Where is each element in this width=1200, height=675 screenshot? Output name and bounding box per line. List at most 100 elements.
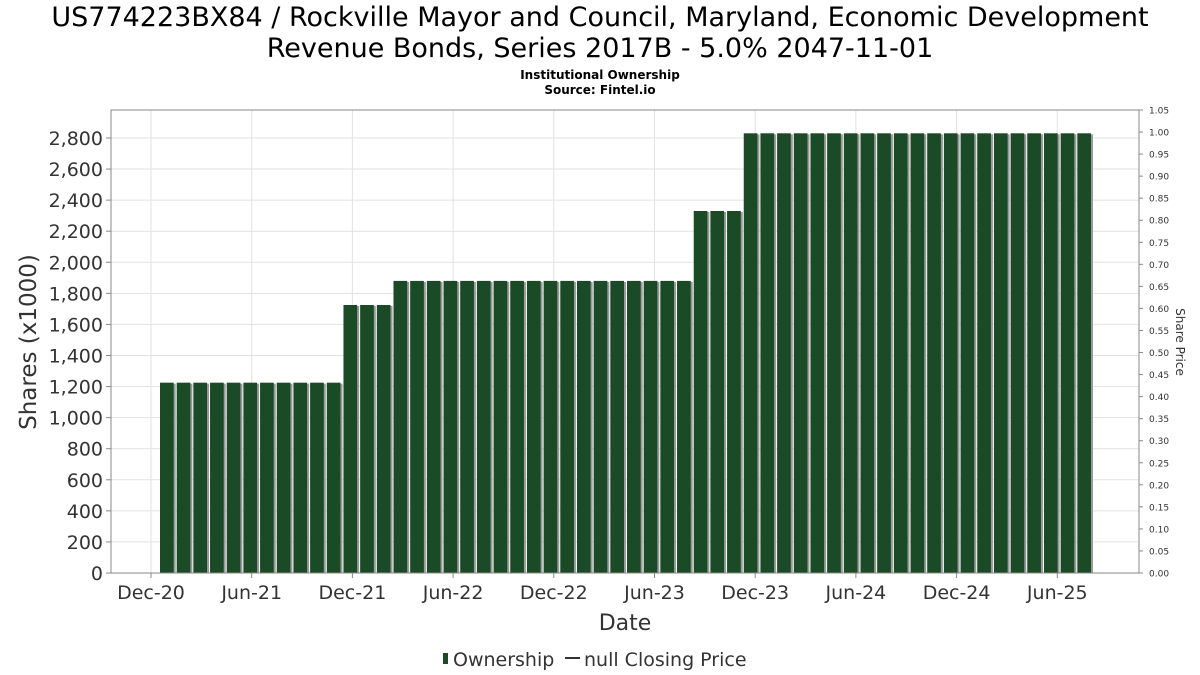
- ownership-bar: [510, 280, 524, 573]
- x-tick-label: Dec-24: [923, 582, 991, 604]
- y2-tick-label: 0.30: [1149, 437, 1169, 447]
- y2-tick-label: 1.05: [1149, 107, 1169, 117]
- ownership-bar: [910, 133, 925, 574]
- ownership-bar: [810, 133, 825, 574]
- ownership-bar: [326, 382, 341, 573]
- y-tick-label: 0: [91, 563, 103, 585]
- y2-tick-label: 0.75: [1149, 239, 1169, 249]
- y-tick-label: 2,800: [49, 128, 103, 150]
- y2-axis-title: Share Price: [1173, 308, 1187, 376]
- x-axis-title: Date: [599, 611, 652, 636]
- y-tick-label: 1,200: [49, 377, 103, 399]
- y-tick-label: 600: [67, 470, 103, 492]
- y-tick-label: 1,400: [49, 345, 103, 367]
- x-tick-label: Jun-21: [220, 582, 282, 604]
- y-tick-label: 1,800: [49, 283, 103, 305]
- x-tick-label: Jun-23: [623, 582, 685, 604]
- title-line-2: Revenue Bonds, Series 2017B - 5.0% 2047-…: [266, 33, 934, 64]
- x-tick-label: Dec-23: [721, 582, 789, 604]
- ownership-bar: [426, 280, 441, 573]
- ownership-bar: [977, 133, 991, 574]
- ownership-bar: [410, 280, 424, 573]
- y-tick-label: 2,600: [49, 159, 103, 181]
- y2-tick-label: 0.15: [1149, 503, 1169, 513]
- ownership-bar: [877, 133, 891, 574]
- ownership-bar: [860, 133, 875, 574]
- ownership-bar: [176, 382, 191, 573]
- y2-tick-label: 0.10: [1149, 525, 1169, 535]
- ownership-bar: [376, 304, 391, 573]
- ownership-bar: [693, 210, 708, 573]
- y2-tick-label: 0.65: [1149, 283, 1169, 293]
- ownership-bar: [543, 280, 558, 573]
- ownership-bar: [710, 210, 725, 573]
- y2-tick-label: 0.45: [1149, 371, 1169, 381]
- y2-tick-label: 0.95: [1149, 151, 1169, 161]
- x-tick-label: Jun-25: [1026, 582, 1088, 604]
- ownership-bar: [243, 382, 258, 573]
- ownership-bar: [1077, 133, 1091, 574]
- y2-tick-label: 0.60: [1149, 305, 1169, 315]
- subtitle-line-2: Source: Fintel.io: [544, 83, 656, 97]
- legend-ownership-label: Ownership: [453, 649, 554, 671]
- ownership-bar: [160, 382, 174, 573]
- ownership-bar: [560, 280, 574, 573]
- ownership-bar: [627, 280, 641, 573]
- y2-tick-label: 0.90: [1149, 173, 1169, 183]
- ownership-bar: [226, 382, 241, 573]
- ownership-bar: [276, 382, 291, 573]
- ownership-bar: [210, 382, 224, 573]
- y2-tick-label: 0.25: [1149, 459, 1169, 469]
- ownership-bar: [593, 280, 608, 573]
- ownership-bar: [727, 210, 741, 573]
- ownership-bar: [1043, 133, 1058, 574]
- ownership-bar: [760, 133, 775, 574]
- ownership-bar: [777, 133, 791, 574]
- legend: Ownership null Closing Price: [443, 649, 747, 671]
- subtitle-line-1: Institutional Ownership: [520, 68, 680, 82]
- ownership-bar: [343, 304, 358, 573]
- y-tick-label: 2,000: [49, 252, 103, 274]
- legend-price-label: null Closing Price: [584, 649, 747, 671]
- ownership-bar: [476, 280, 491, 573]
- chart-subtitle: Institutional Ownership Source: Fintel.i…: [0, 68, 1200, 98]
- y2-tick-label: 0.35: [1149, 415, 1169, 425]
- ownership-bars: [160, 133, 1093, 574]
- x-tick-label: Jun-22: [422, 582, 484, 604]
- x-tick-label: Dec-21: [318, 582, 386, 604]
- y-axis-title: Shares (x1000): [16, 254, 42, 430]
- ownership-bar: [1010, 133, 1025, 574]
- ownership-bar: [793, 133, 808, 574]
- y-tick-label: 1,600: [49, 314, 103, 336]
- ownership-bar: [443, 280, 458, 573]
- title-line-1: US774223BX84 / Rockville Mayor and Counc…: [51, 2, 1149, 33]
- ownership-bar: [1027, 133, 1041, 574]
- ownership-bar: [260, 382, 274, 573]
- y2-tick-label: 0.00: [1149, 570, 1169, 580]
- ownership-bar: [677, 280, 691, 573]
- ownership-bar: [360, 304, 374, 573]
- y2-tick-label: 0.20: [1149, 481, 1169, 491]
- ownership-bar: [393, 280, 408, 573]
- ownership-bar: [576, 280, 591, 573]
- ownership-bar: [943, 133, 958, 574]
- ownership-bar: [927, 133, 941, 574]
- y2-tick-label: 1.00: [1149, 129, 1169, 139]
- y2-tick-label: 0.80: [1149, 217, 1169, 227]
- ownership-bar: [493, 280, 508, 573]
- ownership-bar: [643, 280, 658, 573]
- y-tick-label: 200: [67, 532, 103, 554]
- ownership-bar: [610, 280, 624, 573]
- y-tick-label: 800: [67, 439, 103, 461]
- x-tick-label: Dec-20: [117, 582, 185, 604]
- ownership-bar: [1060, 133, 1075, 574]
- ownership-bar: [843, 133, 858, 574]
- ownership-bar: [193, 382, 208, 573]
- y-tick-label: 400: [67, 501, 103, 523]
- x-tick-label: Dec-22: [520, 582, 588, 604]
- legend-ownership-swatch: [443, 653, 448, 664]
- x-tick-label: Jun-24: [825, 582, 887, 604]
- ownership-bar: [743, 133, 758, 574]
- y2-tick-label: 0.05: [1149, 547, 1169, 557]
